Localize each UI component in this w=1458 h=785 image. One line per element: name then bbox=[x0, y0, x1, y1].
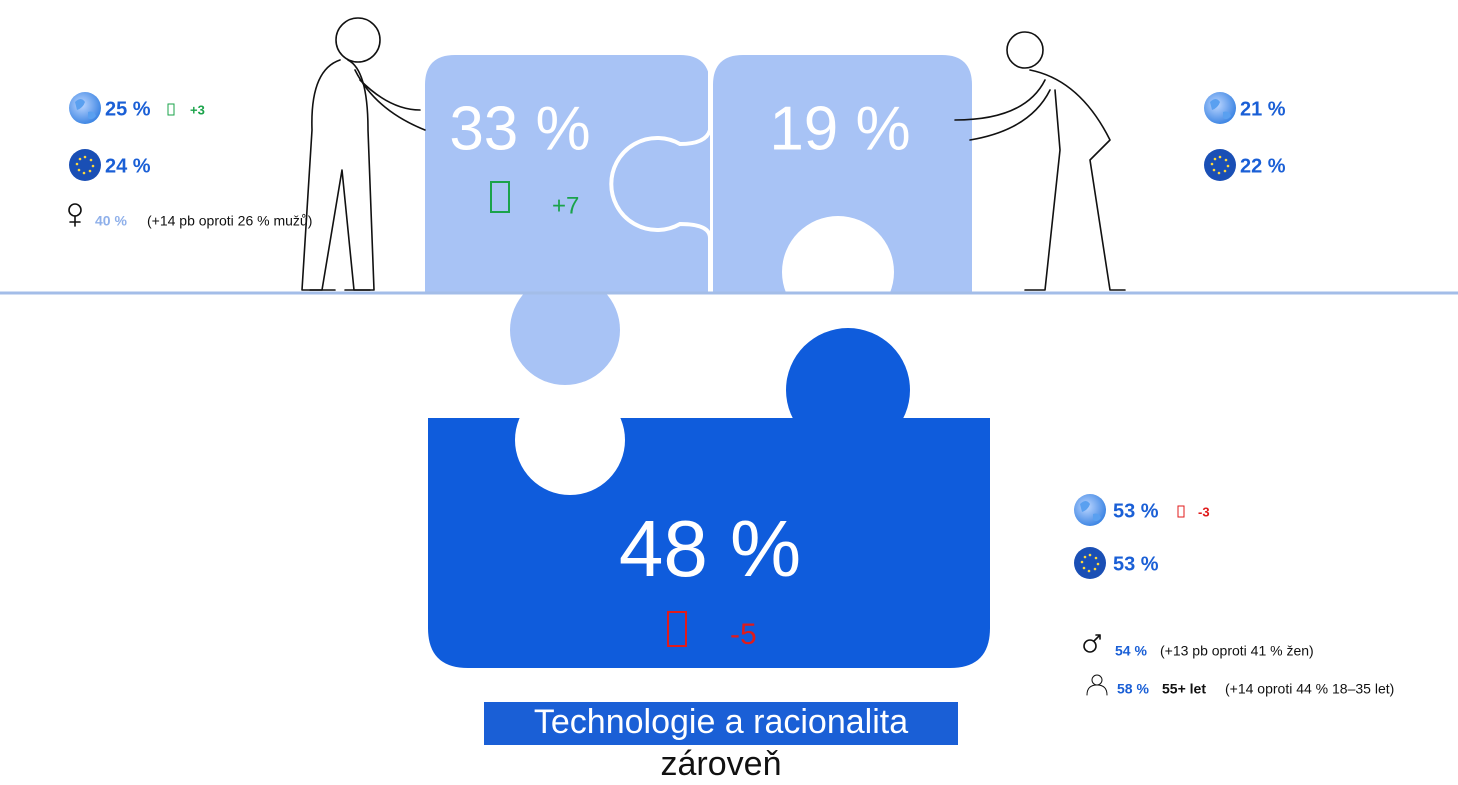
gender-stat: 54 % bbox=[1115, 643, 1147, 659]
piece-change: +7 bbox=[552, 192, 579, 219]
down-icon bbox=[1178, 506, 1184, 517]
world-stat: 53 % bbox=[1113, 500, 1159, 522]
piece-value: 19 % bbox=[769, 94, 910, 163]
eu-stat: 53 % bbox=[1113, 553, 1159, 575]
caption-title: Technologie a racionalita bbox=[534, 703, 908, 741]
world-stat: 25 % bbox=[105, 98, 151, 120]
male-icon bbox=[1084, 635, 1100, 652]
gender-note: (+13 pb oproti 41 % žen) bbox=[1160, 643, 1314, 659]
age-stat: 58 % bbox=[1117, 681, 1149, 697]
eu-stat: 22 % bbox=[1240, 155, 1286, 177]
female-icon bbox=[69, 204, 81, 226]
up-icon bbox=[168, 104, 174, 115]
person-right bbox=[955, 32, 1125, 290]
piece-change: -5 bbox=[730, 618, 757, 651]
piece-value: 48 % bbox=[619, 504, 801, 593]
piece-value: 33 % bbox=[449, 94, 590, 163]
gender-note: (+14 pb oproti 26 % mužů) bbox=[147, 213, 312, 229]
person-left bbox=[302, 18, 425, 290]
change: +3 bbox=[190, 102, 205, 117]
world-stat: 21 % bbox=[1240, 98, 1286, 120]
change: -3 bbox=[1198, 504, 1210, 519]
gender-stat: 40 % bbox=[95, 213, 127, 229]
puzzle-dark bbox=[428, 328, 990, 668]
eu-stat: 24 % bbox=[105, 155, 151, 177]
infographic: 33 % +7 19 % 48 % -5 25 % +3 24 % 40 % (… bbox=[0, 0, 1458, 785]
age-note: (+14 oproti 44 % 18–35 let) bbox=[1225, 681, 1394, 697]
caption-subtitle: zároveň bbox=[661, 745, 782, 783]
age-group: 55+ let bbox=[1162, 681, 1206, 697]
senior-icon bbox=[1087, 675, 1107, 695]
